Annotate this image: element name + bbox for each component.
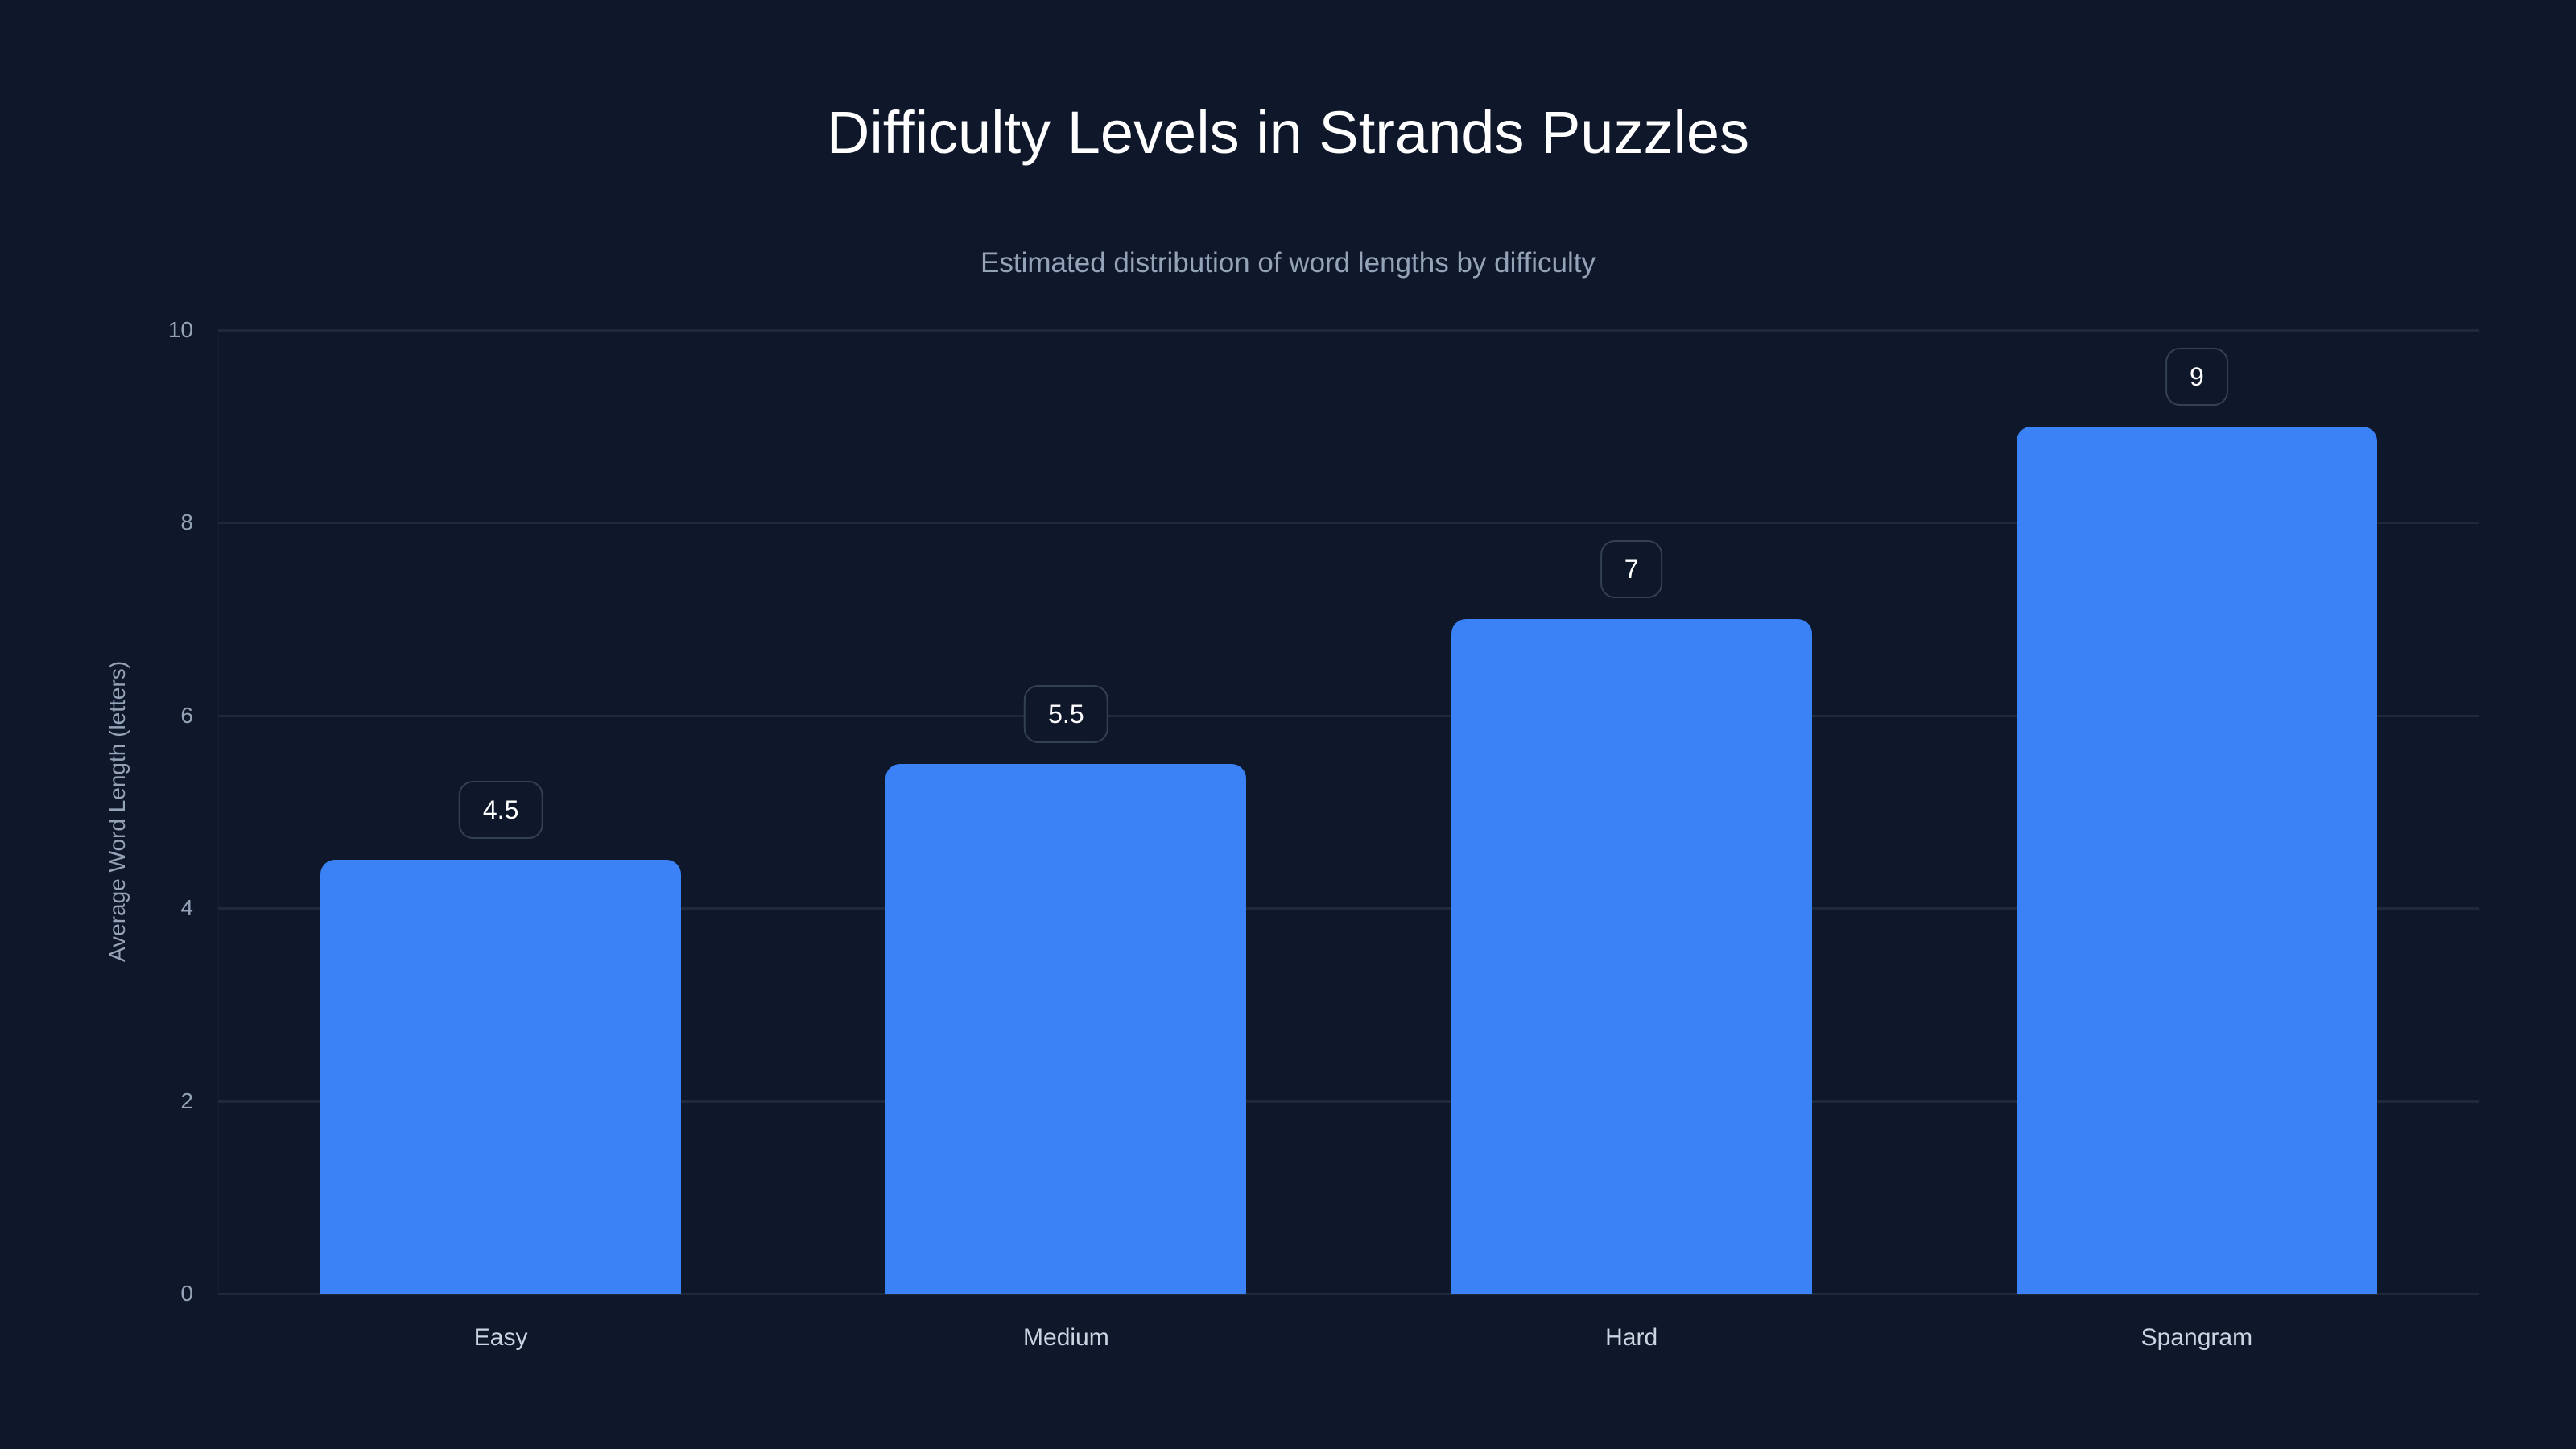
gridline — [218, 522, 2479, 525]
x-tick-label: Hard — [1605, 1324, 1658, 1351]
y-tick-label: 10 — [167, 317, 193, 342]
y-tick-label: 2 — [180, 1088, 193, 1113]
x-tick-label: Medium — [1023, 1324, 1109, 1351]
gridline — [218, 907, 2479, 910]
chart-title: Difficulty Levels in Strands Puzzles — [826, 99, 1750, 166]
bar-spangram[interactable] — [2016, 426, 2377, 1294]
gridline — [218, 1293, 2479, 1295]
value-label: 5.5 — [1024, 684, 1108, 743]
y-tick-label: 8 — [180, 510, 193, 535]
bar-easy[interactable] — [320, 860, 682, 1294]
x-tick-label: Spangram — [2140, 1324, 2253, 1351]
x-tick-label: Easy — [473, 1324, 528, 1351]
y-tick-label: 0 — [180, 1281, 193, 1306]
gridline — [218, 329, 2479, 332]
y-tick-label: 6 — [180, 702, 193, 728]
gridline — [218, 714, 2479, 717]
bar-medium[interactable] — [886, 763, 1247, 1294]
chart-subtitle: Estimated distribution of word lengths b… — [980, 247, 1596, 279]
value-label: 4.5 — [458, 781, 543, 840]
gridline — [218, 1100, 2479, 1103]
value-label: 7 — [1600, 540, 1663, 599]
y-axis-line — [217, 330, 219, 1294]
value-label: 9 — [2165, 347, 2228, 406]
bar-hard[interactable] — [1451, 619, 1812, 1294]
y-tick-label: 4 — [180, 895, 193, 921]
plot-area: 4.5 5.5 7 9 — [218, 329, 2479, 1295]
